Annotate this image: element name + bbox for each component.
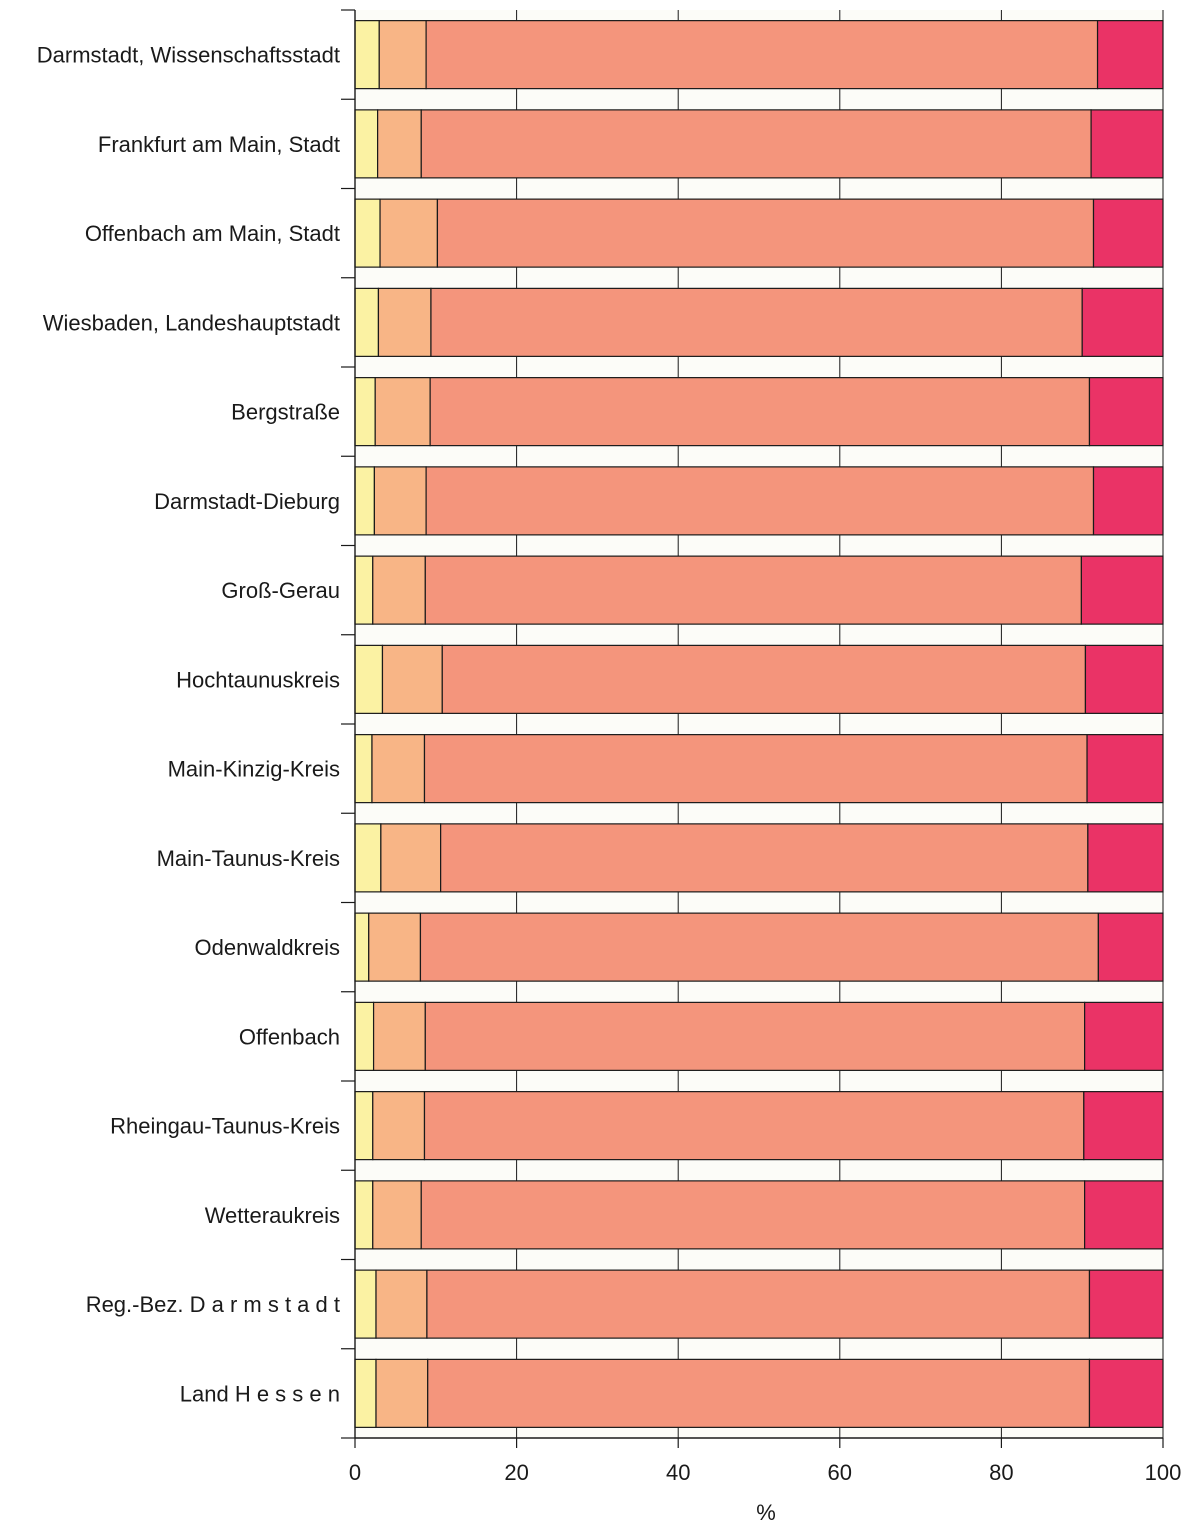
x-tick-label: 0	[349, 1460, 361, 1485]
category-label: Hochtaunuskreis	[176, 667, 340, 692]
bar-segment-3	[430, 287, 1083, 357]
bar-segment-4	[1083, 1091, 1164, 1161]
bar-segment-2	[377, 287, 432, 357]
bar-segment-2	[372, 1091, 426, 1161]
bar-segment-3	[420, 109, 1092, 179]
bar-segment-1	[354, 734, 373, 804]
bar-segment-1	[354, 198, 381, 268]
bar-segment-1	[354, 1091, 374, 1161]
bar-segment-1	[354, 109, 379, 179]
bar-segment-4	[1086, 734, 1164, 804]
bar-segment-3	[425, 20, 1099, 90]
bar-segment-4	[1084, 1180, 1164, 1250]
x-tick-label: 20	[504, 1460, 528, 1485]
bar-segment-2	[378, 20, 427, 90]
bar-segment-1	[354, 466, 375, 536]
bar-segment-3	[424, 555, 1082, 625]
bar-segment-4	[1088, 1358, 1164, 1428]
bar-segment-4	[1097, 912, 1164, 982]
bar-segment-4	[1081, 287, 1164, 357]
bar-segment-2	[372, 1180, 422, 1250]
bar-segment-1	[354, 823, 382, 893]
bar-segment-2	[372, 1001, 426, 1071]
category-label: Offenbach	[239, 1024, 340, 1049]
bar-segment-3	[436, 198, 1095, 268]
bar-segment-4	[1090, 109, 1164, 179]
bar-segment-4	[1080, 555, 1164, 625]
bar-segment-3	[427, 1358, 1091, 1428]
bar-segment-4	[1084, 644, 1164, 714]
bar-segment-2	[373, 466, 427, 536]
bar-segment-1	[354, 377, 376, 447]
bar-segment-1	[354, 912, 370, 982]
bar-segment-2	[380, 823, 442, 893]
category-label: Offenbach am Main, Stadt	[85, 221, 340, 246]
bar-segment-4	[1087, 823, 1164, 893]
category-label: Reg.-Bez. D a r m s t a d t	[86, 1292, 340, 1317]
bar-segment-3	[425, 466, 1095, 536]
bar-segment-1	[354, 1180, 374, 1250]
bar-segment-2	[377, 109, 422, 179]
x-tick-label: 80	[989, 1460, 1013, 1485]
bars	[354, 20, 1164, 1428]
x-axis-label: %	[756, 1500, 776, 1525]
category-label: Darmstadt-Dieburg	[154, 489, 340, 514]
bar-segment-2	[368, 912, 422, 982]
bar-segment-3	[426, 1269, 1091, 1339]
bar-segment-3	[424, 1001, 1086, 1071]
bar-segment-3	[423, 734, 1088, 804]
bar-segment-2	[375, 1358, 429, 1428]
category-label: Frankfurt am Main, Stadt	[98, 132, 340, 157]
bar-segment-1	[354, 20, 380, 90]
category-label: Bergstraße	[231, 400, 340, 425]
category-label: Wetteraukreis	[205, 1203, 340, 1228]
x-tick-label: 40	[666, 1460, 690, 1485]
bar-segment-4	[1092, 466, 1164, 536]
bar-segment-4	[1092, 198, 1164, 268]
bar-segment-1	[354, 287, 380, 357]
bar-segment-4	[1088, 1269, 1164, 1339]
bar-segment-2	[371, 734, 426, 804]
category-label: Land H e s s e n	[180, 1381, 340, 1406]
bar-segment-3	[441, 644, 1087, 714]
bar-segment-2	[381, 644, 443, 714]
bar-segment-3	[419, 912, 1099, 982]
category-label: Wiesbaden, Landeshauptstadt	[43, 310, 340, 335]
bar-segment-3	[420, 1180, 1086, 1250]
category-label: Groß-Gerau	[221, 578, 340, 603]
bar-segment-2	[374, 377, 431, 447]
bar-segment-2	[375, 1269, 428, 1339]
bar-segment-3	[429, 377, 1091, 447]
bar-segment-4	[1084, 1001, 1164, 1071]
category-label: Main-Taunus-Kreis	[157, 846, 340, 871]
bar-segment-1	[354, 555, 374, 625]
category-labels: Darmstadt, Wissenschaftsstadt Frankfurt a…	[37, 43, 340, 1407]
bar-segment-4	[1088, 377, 1164, 447]
category-label: Darmstadt, Wissenschaftsstadt	[37, 43, 340, 68]
bar-segment-2	[372, 555, 426, 625]
bar-segment-1	[354, 1269, 377, 1339]
category-label: Main-Kinzig-Kreis	[168, 757, 340, 782]
bar-segment-1	[354, 1358, 377, 1428]
bar-segment-1	[354, 644, 384, 714]
x-tick-label: 100	[1145, 1460, 1182, 1485]
bar-segment-1	[354, 1001, 375, 1071]
bar-segment-2	[379, 198, 439, 268]
bar-segment-4	[1096, 20, 1164, 90]
category-label: Rheingau-Taunus-Kreis	[110, 1114, 340, 1139]
bar-segment-3	[440, 823, 1089, 893]
axes: 0 20 40 60 80 100	[341, 9, 1182, 1485]
category-label: Odenwaldkreis	[194, 935, 340, 960]
bar-segment-3	[423, 1091, 1085, 1161]
x-tick-label: 60	[828, 1460, 852, 1485]
